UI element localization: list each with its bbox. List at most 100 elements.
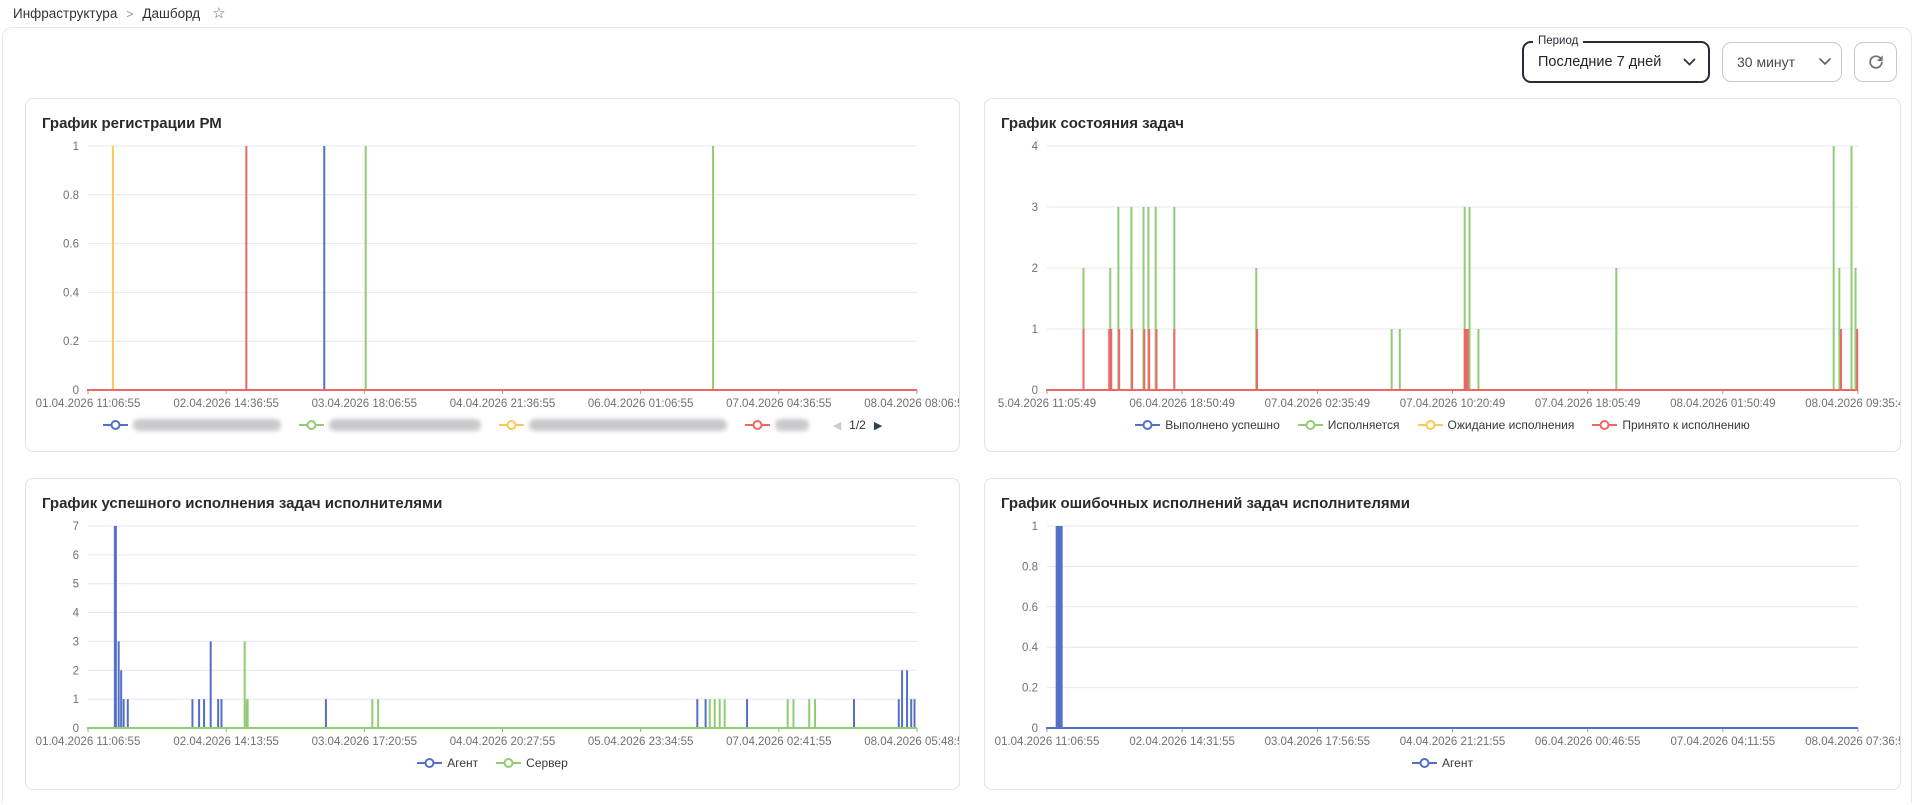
chart-plot-rm-registration: 0 0.2 0.4 0.6 0.8 1 01.04.2026 11:06:55 02.04.2…: [36, 138, 959, 412]
chart-canvas: 0 1 2 3 4 5 6 7 01.04.2026 11:06:55 02.04.2026 14…: [36, 521, 959, 748]
breadcrumb-separator: >: [126, 7, 134, 21]
svg-text:6: 6: [73, 550, 79, 562]
svg-text:0.4: 0.4: [1022, 642, 1039, 654]
legend-marker-icon: [102, 420, 128, 430]
svg-text:03.04.2026 17:20:55: 03.04.2026 17:20:55: [312, 736, 418, 748]
legend-label: Принято к исполнению: [1622, 418, 1750, 432]
svg-text:0: 0: [73, 385, 79, 397]
legend-marker-icon: [417, 758, 443, 768]
svg-text:1: 1: [73, 694, 79, 706]
chart-canvas: 0 0.2 0.4 0.6 0.8 1 01.04.2026 11:06:55 02.04.2…: [995, 521, 1900, 748]
legend-prev-page-icon[interactable]: ◀: [832, 419, 842, 432]
legend-marker-icon: [744, 420, 770, 430]
chart-plot-success-executions: 0 1 2 3 4 5 6 7 01.04.2026 11:06:55 02.04.2026 14…: [36, 518, 959, 750]
chart-legend: Агент: [1001, 750, 1884, 776]
svg-text:2: 2: [73, 665, 79, 677]
interval-select[interactable]: 30 минут: [1722, 42, 1842, 82]
svg-text:2: 2: [1032, 263, 1038, 275]
svg-text:3: 3: [1032, 202, 1038, 214]
toolbar: Период Последние 7 дней 30 минут: [1522, 35, 1897, 83]
breadcrumb-item-infrastructure[interactable]: Инфраструктура: [13, 6, 118, 21]
svg-text:0.8: 0.8: [63, 190, 79, 202]
legend-label: Сервер: [526, 756, 568, 770]
legend-item[interactable]: Выполнено успешно: [1135, 418, 1280, 432]
legend-marker-icon: [298, 420, 324, 430]
breadcrumb-item-dashboard[interactable]: Дашборд: [142, 6, 201, 21]
svg-text:02.04.2026 14:31:55: 02.04.2026 14:31:55: [1129, 736, 1235, 748]
legend-item-masked[interactable]: [498, 419, 727, 431]
svg-text:07.04.2026 10:20:49: 07.04.2026 10:20:49: [1400, 398, 1506, 410]
legend-label: Исполняется: [1327, 418, 1400, 432]
svg-text:04.04.2026 20:27:55: 04.04.2026 20:27:55: [450, 736, 556, 748]
chart-title: График успешного исполнения задач исполн…: [42, 495, 443, 512]
chart-card-success-executions: График успешного исполнения задач исполн…: [25, 478, 960, 790]
chart-legend: ◀ 1/2 ▶: [42, 412, 943, 438]
refresh-icon: [1868, 55, 1883, 69]
chart-title: График состояния задач: [1001, 115, 1184, 132]
svg-text:0.6: 0.6: [1022, 602, 1038, 614]
legend-item[interactable]: Сервер: [496, 756, 568, 770]
chevron-down-icon: [1683, 58, 1696, 66]
favorite-star-icon[interactable]: ☆: [212, 5, 226, 22]
legend-marker-icon: [496, 758, 522, 768]
chart-card-task-status: График состояния задач 0 1 2 3 4 5.04.2026 11…: [984, 98, 1901, 452]
svg-text:0: 0: [73, 723, 79, 735]
legend-item-masked[interactable]: [102, 419, 281, 431]
legend-item[interactable]: Принято к исполнению: [1592, 418, 1750, 432]
svg-text:05.04.2026 23:34:55: 05.04.2026 23:34:55: [588, 736, 694, 748]
svg-text:0.8: 0.8: [1022, 561, 1038, 573]
legend-label: Выполнено успешно: [1165, 418, 1280, 432]
chart-title: График ошибочных исполнений задач исполн…: [1001, 495, 1410, 512]
chart-title: График регистрации РМ: [42, 115, 222, 132]
legend-item[interactable]: Агент: [417, 756, 478, 770]
chevron-down-icon: [1819, 58, 1831, 66]
svg-text:01.04.2026 11:06:55: 01.04.2026 11:06:55: [36, 736, 141, 748]
svg-text:01.04.2026 11:06:55: 01.04.2026 11:06:55: [36, 398, 141, 410]
legend-item-masked[interactable]: [298, 419, 481, 431]
legend-label-redacted: [774, 419, 809, 431]
svg-text:02.04.2026 14:36:55: 02.04.2026 14:36:55: [173, 398, 279, 410]
legend-item[interactable]: Агент: [1412, 756, 1473, 770]
legend-label: Агент: [447, 756, 479, 770]
svg-text:04.04.2026 21:21:55: 04.04.2026 21:21:55: [1400, 736, 1506, 748]
legend-next-page-icon[interactable]: ▶: [873, 419, 883, 432]
svg-text:5: 5: [73, 579, 79, 591]
svg-text:04.04.2026 21:36:55: 04.04.2026 21:36:55: [450, 398, 556, 410]
svg-text:08.04.2026 07:36:55: 08.04.2026 07:36:55: [1805, 736, 1901, 748]
chart-card-error-executions: График ошибочных исполнений задач исполн…: [984, 478, 1901, 790]
svg-text:1: 1: [1032, 521, 1038, 533]
svg-text:08.04.2026 05:48:55: 08.04.2026 05:48:55: [864, 736, 960, 748]
chart-legend: Агент Сервер: [42, 750, 943, 776]
svg-text:07.04.2026 02:35:49: 07.04.2026 02:35:49: [1265, 398, 1371, 410]
dashboard-panel: Период Последние 7 дней 30 минут График …: [2, 27, 1912, 803]
svg-text:0.4: 0.4: [63, 287, 80, 299]
svg-text:07.04.2026 02:41:55: 07.04.2026 02:41:55: [726, 736, 832, 748]
svg-text:0: 0: [1032, 723, 1038, 735]
legend-marker-icon: [1592, 420, 1618, 430]
interval-select-value: 30 минут: [1737, 54, 1796, 70]
legend-item-masked[interactable]: [744, 419, 809, 431]
legend-label-redacted: [528, 419, 727, 431]
period-select[interactable]: Период Последние 7 дней: [1522, 35, 1710, 83]
period-select-value: Последние 7 дней: [1538, 54, 1662, 70]
svg-text:4: 4: [1032, 141, 1039, 153]
svg-text:4: 4: [73, 608, 80, 620]
legend-marker-icon: [498, 420, 524, 430]
legend-marker-icon: [1417, 420, 1443, 430]
legend-label: Агент: [1442, 756, 1473, 770]
legend-item[interactable]: Исполняется: [1297, 418, 1400, 432]
svg-text:01.04.2026 11:06:55: 01.04.2026 11:06:55: [995, 736, 1100, 748]
chart-plot-task-status: 0 1 2 3 4 5.04.2026 11:05:49 06.04.2026 18:50:…: [998, 138, 1900, 412]
chart-card-rm-registration: График регистрации РМ 0 0.2 0.4 0.6 0.8 1 01.0…: [25, 98, 960, 452]
refresh-button[interactable]: [1854, 42, 1897, 82]
legend-item[interactable]: Ожидание исполнения: [1417, 418, 1574, 432]
svg-text:1: 1: [1032, 324, 1038, 336]
svg-text:0: 0: [1032, 385, 1038, 397]
svg-text:08.04.2026 01:50:49: 08.04.2026 01:50:49: [1670, 398, 1776, 410]
svg-text:0.6: 0.6: [63, 239, 79, 251]
chart-canvas: 0 1 2 3 4 5.04.2026 11:05:49 06.04.2026 18:50:…: [998, 141, 1900, 410]
svg-text:5.04.2026 11:05:49: 5.04.2026 11:05:49: [998, 398, 1096, 410]
svg-text:3: 3: [73, 636, 79, 648]
svg-text:06.04.2026 01:06:55: 06.04.2026 01:06:55: [588, 398, 694, 410]
svg-text:06.04.2026 00:46:55: 06.04.2026 00:46:55: [1535, 736, 1641, 748]
